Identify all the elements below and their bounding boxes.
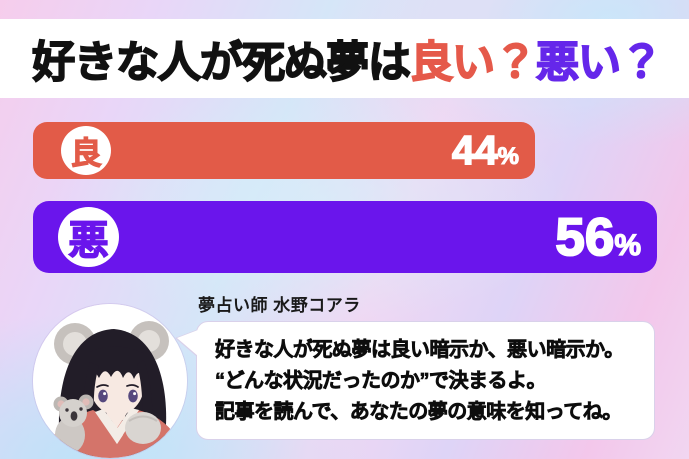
speech-line-1: 好きな人が死ぬ夢は良い暗示か、悪い暗示か。: [215, 339, 625, 362]
bar-good-badge: 良: [61, 126, 111, 175]
page-title: 好きな人が死ぬ夢は良い？悪い？: [0, 28, 664, 90]
expert-name: 夢占い師 水野コアラ: [198, 296, 361, 315]
speech-line-2: “どんな状況だったのか”で決まるよ。: [215, 370, 547, 393]
expert-avatar: [33, 304, 187, 458]
bar-good-badge-label: 良: [70, 135, 102, 171]
title-bad-part: 悪い？: [535, 38, 664, 88]
bar-good-value-digits: 44: [451, 127, 498, 173]
title-band: 好きな人が死ぬ夢は良い？悪い？: [0, 19, 689, 98]
koala-fortune-teller-avatar-icon: [33, 304, 187, 458]
bar-bad-badge: 悪: [58, 207, 119, 267]
bar-bad-badge-label: 悪: [68, 218, 109, 263]
bar-good-value-unit: %: [497, 143, 519, 170]
title-question-part: 好きな人が死ぬ夢は: [31, 38, 412, 88]
bar-bad-value-unit: %: [614, 229, 642, 262]
title-good-part: 良い？: [409, 38, 538, 88]
bar-good: 良 44%: [33, 122, 535, 179]
bar-bad-value: 56%: [554, 208, 642, 267]
bar-bad-value-digits: 56: [554, 208, 615, 267]
speech-bubble: 好きな人が死ぬ夢は良い暗示か、悪い暗示か。 “どんな状況だったのか”で決まるよ。…: [196, 321, 655, 440]
bar-bad: 悪 56%: [33, 201, 657, 273]
bar-good-value: 44%: [451, 127, 519, 173]
speech-line-3: 記事を読んで、あなたの夢の意味を知ってね。: [215, 401, 623, 424]
